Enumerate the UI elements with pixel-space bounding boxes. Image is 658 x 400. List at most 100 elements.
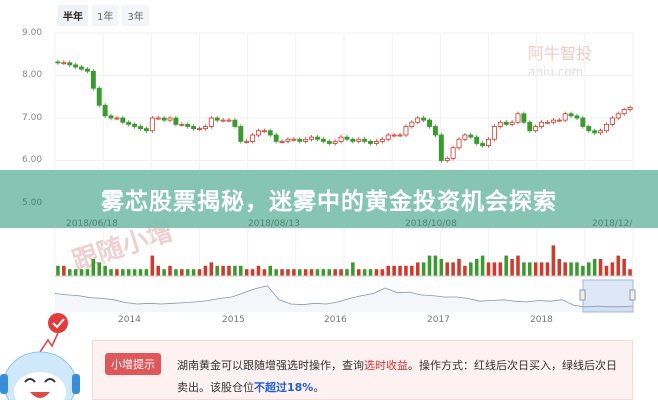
volume-bar [469,262,473,276]
candle [403,126,409,136]
volume-bar [303,269,308,276]
volume-bar [545,262,550,276]
candle [161,117,167,121]
volume-bar [581,265,585,276]
volume-bar [539,262,544,276]
candle [108,115,114,119]
volume-bar [463,265,467,276]
volume-bar [510,259,514,276]
candle [491,126,497,140]
volume-bar [398,265,402,276]
volume-bar [563,262,567,276]
candle [344,136,350,140]
tab-1-year[interactable]: 1年 [92,5,119,26]
volume-bar [362,269,367,276]
candle [202,126,208,130]
candle [273,134,279,142]
x-tick: 2018/10/08 [405,219,457,229]
candle [533,126,539,132]
volume-bar [91,259,96,276]
volume-bar [592,259,597,276]
candle [256,130,261,136]
navigator-right-handle[interactable] [629,289,636,301]
candle [126,121,132,125]
volume-bar [451,262,455,276]
candle [545,121,550,124]
candle [291,138,297,141]
y-tick: 6.00 [22,155,43,165]
volume-bar [516,255,520,276]
candle [503,121,509,125]
candle [143,128,149,132]
volume-bar [138,269,143,276]
volume-bar [150,255,155,276]
candle [208,117,214,127]
volume-bar [180,269,184,276]
candle [362,138,368,142]
navigator-left-handle[interactable] [579,289,586,301]
year-tick: 2016 [324,315,347,325]
year-tick: 2014 [118,315,141,325]
banner-title: 雾芯股票揭秘，迷雾中的黄金投资机会探索 [101,189,557,215]
candle [432,126,438,136]
volume-bar [392,265,396,276]
volume-bar [598,259,603,276]
volume-bar [144,269,149,276]
volume-bar [191,269,196,276]
volume-bar [73,269,78,276]
candle [96,87,102,106]
timing-profit-link[interactable]: 选时收益 [364,359,408,372]
volume-bar [315,269,320,276]
candle [385,134,391,140]
volume-bar [221,265,225,276]
candle [421,117,427,121]
candle [409,121,415,127]
candle [556,119,562,122]
volume-bar [262,269,267,276]
tab-3-year[interactable]: 3年 [122,5,149,26]
candle [568,113,574,117]
volume-bar [327,269,332,276]
volume-bar [268,265,273,276]
position-limit: 不超过18% [254,381,314,394]
volume-bar [575,262,579,276]
volume-bar [56,265,60,276]
candle [173,117,179,125]
volume-bar [309,269,314,276]
candle [191,126,197,130]
candle [415,117,421,123]
volume-bar [351,262,355,276]
candle [427,119,432,127]
candle [120,117,126,123]
year-tick: 2018 [530,315,553,325]
volume-bar [439,259,444,276]
candle [521,113,527,123]
x-tick: 2018/08/13 [248,219,300,229]
candle [61,62,67,65]
candle [90,70,96,89]
candle [350,138,356,142]
volume-bar [374,269,379,276]
volume-bar [492,262,497,276]
candle [67,62,73,66]
candle [332,140,338,144]
volume-bar [239,265,243,276]
candle [267,130,273,136]
volume-bar [185,269,190,276]
volume-bar [174,269,178,276]
candle [456,138,462,149]
volume-bar [97,262,102,276]
y-tick: 8.00 [22,70,43,80]
volume-bar [244,269,249,276]
candle [539,121,545,127]
volume-bar [533,262,538,276]
volume-bar [486,262,491,276]
volume-bar [115,269,119,276]
candle [220,119,226,122]
volume-bar [109,269,113,276]
volume-bar [333,269,337,276]
volume-bar [557,259,562,276]
tab-half-year[interactable]: 半年 [58,5,88,26]
navigator-line [54,285,634,308]
volume-bar [427,255,432,276]
